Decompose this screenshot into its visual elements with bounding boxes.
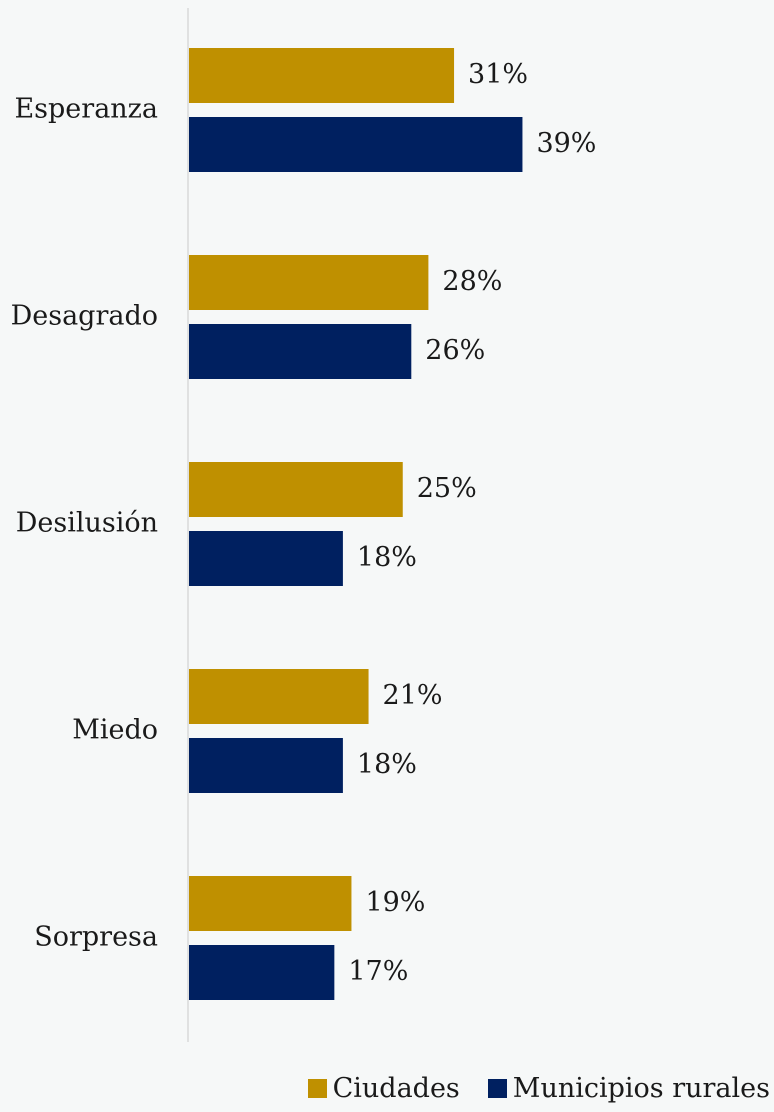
data-label-ciudades-desilusion: 25% <box>417 473 477 504</box>
data-label-municipios-rurales-esperanza: 39% <box>536 128 596 159</box>
category-label-desilusion: Desilusión <box>16 508 158 539</box>
bar-municipios-rurales-desilusion <box>189 531 343 586</box>
data-label-municipios-rurales-desagrado: 26% <box>425 335 485 366</box>
legend-label-municipios-rurales: Municipios rurales <box>512 1073 770 1104</box>
data-label-ciudades-miedo: 21% <box>383 680 443 711</box>
data-label-municipios-rurales-miedo: 18% <box>357 749 417 780</box>
legend-swatch-ciudades <box>307 1079 327 1098</box>
data-label-municipios-rurales-sorpresa: 17% <box>348 956 408 987</box>
bar-municipios-rurales-esperanza <box>189 117 523 172</box>
category-label-desagrado: Desagrado <box>11 301 158 332</box>
legend-item-ciudades: Ciudades <box>307 1073 460 1104</box>
bar-ciudades-esperanza <box>189 48 455 103</box>
bar-municipios-rurales-miedo <box>189 738 343 793</box>
category-label-esperanza: Esperanza <box>14 94 158 125</box>
bar-ciudades-desilusion <box>189 462 403 517</box>
legend-label-ciudades: Ciudades <box>332 1073 460 1104</box>
bar-municipios-rurales-sorpresa <box>189 945 335 1000</box>
data-label-ciudades-esperanza: 31% <box>468 59 528 90</box>
legend: Ciudades Municipios rurales <box>307 1073 770 1104</box>
data-label-municipios-rurales-desilusion: 18% <box>357 542 417 573</box>
bar-ciudades-desagrado <box>189 255 429 310</box>
data-label-ciudades-sorpresa: 19% <box>365 887 425 918</box>
category-label-miedo: Miedo <box>72 715 158 746</box>
data-label-ciudades-desagrado: 28% <box>442 266 502 297</box>
category-label-sorpresa: Sorpresa <box>34 922 158 953</box>
bar-ciudades-miedo <box>189 669 369 724</box>
legend-item-municipios-rurales: Municipios rurales <box>487 1073 770 1104</box>
bar-ciudades-sorpresa <box>189 876 352 931</box>
legend-swatch-municipios-rurales <box>487 1079 507 1098</box>
bar-municipios-rurales-desagrado <box>189 324 412 379</box>
